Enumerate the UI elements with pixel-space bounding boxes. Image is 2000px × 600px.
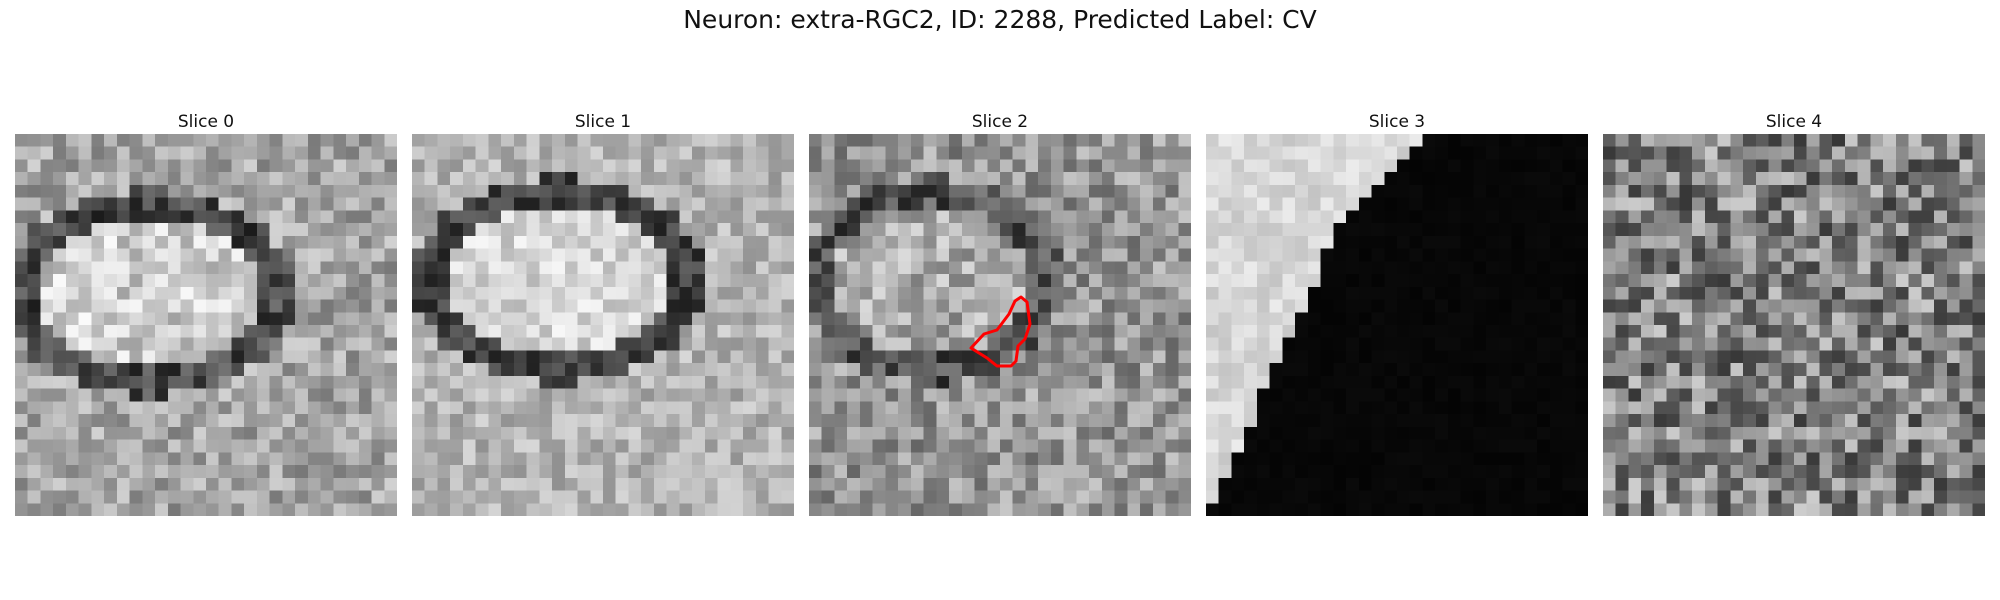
slice-image — [1206, 134, 1588, 516]
slice-panel-2: Slice 2 — [809, 110, 1191, 516]
slice-image — [1603, 134, 1985, 516]
slice-image — [15, 134, 397, 516]
slice-label: Slice 3 — [1206, 110, 1588, 134]
slice-panel-4: Slice 4 — [1603, 110, 1985, 516]
segmentation-contour — [971, 297, 1030, 366]
slice-panel-1: Slice 1 — [412, 110, 794, 516]
slice-panel-3: Slice 3 — [1206, 110, 1588, 516]
segmentation-overlay — [809, 134, 1191, 516]
slice-label: Slice 4 — [1603, 110, 1985, 134]
slice-label: Slice 2 — [809, 110, 1191, 134]
slice-image — [412, 134, 794, 516]
slice-label: Slice 1 — [412, 110, 794, 134]
slice-label: Slice 0 — [15, 110, 397, 134]
figure-title: Neuron: extra-RGC2, ID: 2288, Predicted … — [0, 5, 2000, 34]
slice-panel-0: Slice 0 — [15, 110, 397, 516]
